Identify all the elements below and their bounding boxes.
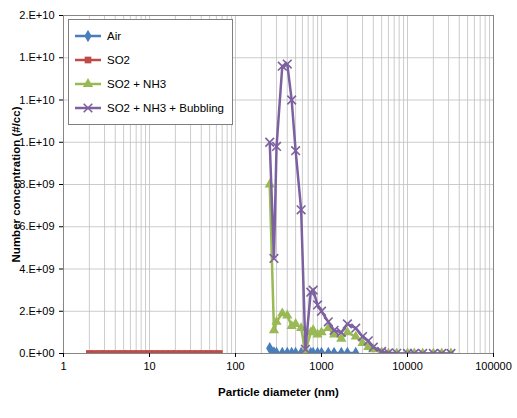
svg-text:Particle diameter (nm): Particle diameter (nm) bbox=[218, 386, 339, 398]
svg-text:6.E+09: 6.E+09 bbox=[19, 220, 54, 232]
svg-text:1.E+10: 1.E+10 bbox=[19, 136, 54, 148]
svg-text:1.E+10: 1.E+10 bbox=[19, 51, 54, 63]
svg-text:10000: 10000 bbox=[392, 360, 423, 372]
svg-text:0.E+00: 0.E+00 bbox=[19, 347, 54, 359]
svg-text:10: 10 bbox=[143, 360, 155, 372]
html-text:SO2: SO2 bbox=[107, 54, 130, 66]
html-text:Air: Air bbox=[107, 30, 122, 42]
html-text:SO2 + NH3: SO2 + NH3 bbox=[107, 78, 167, 90]
svg-text:1.E+10: 1.E+10 bbox=[19, 94, 54, 106]
html-text:SO2 + NH3 + Bubbling: SO2 + NH3 + Bubbling bbox=[107, 102, 224, 114]
svg-text:4.E+09: 4.E+09 bbox=[19, 263, 54, 275]
svg-text:2.E+10: 2.E+10 bbox=[19, 9, 54, 21]
svg-text:100: 100 bbox=[226, 360, 244, 372]
svg-text:1: 1 bbox=[60, 360, 66, 372]
svg-text:Number concentration (#/cc): Number concentration (#/cc) bbox=[10, 106, 22, 262]
svg-text:8.E+09: 8.E+09 bbox=[19, 178, 54, 190]
svg-text:100000: 100000 bbox=[475, 360, 512, 372]
svg-text:1000: 1000 bbox=[309, 360, 333, 372]
svg-text:2.E+09: 2.E+09 bbox=[19, 305, 54, 317]
